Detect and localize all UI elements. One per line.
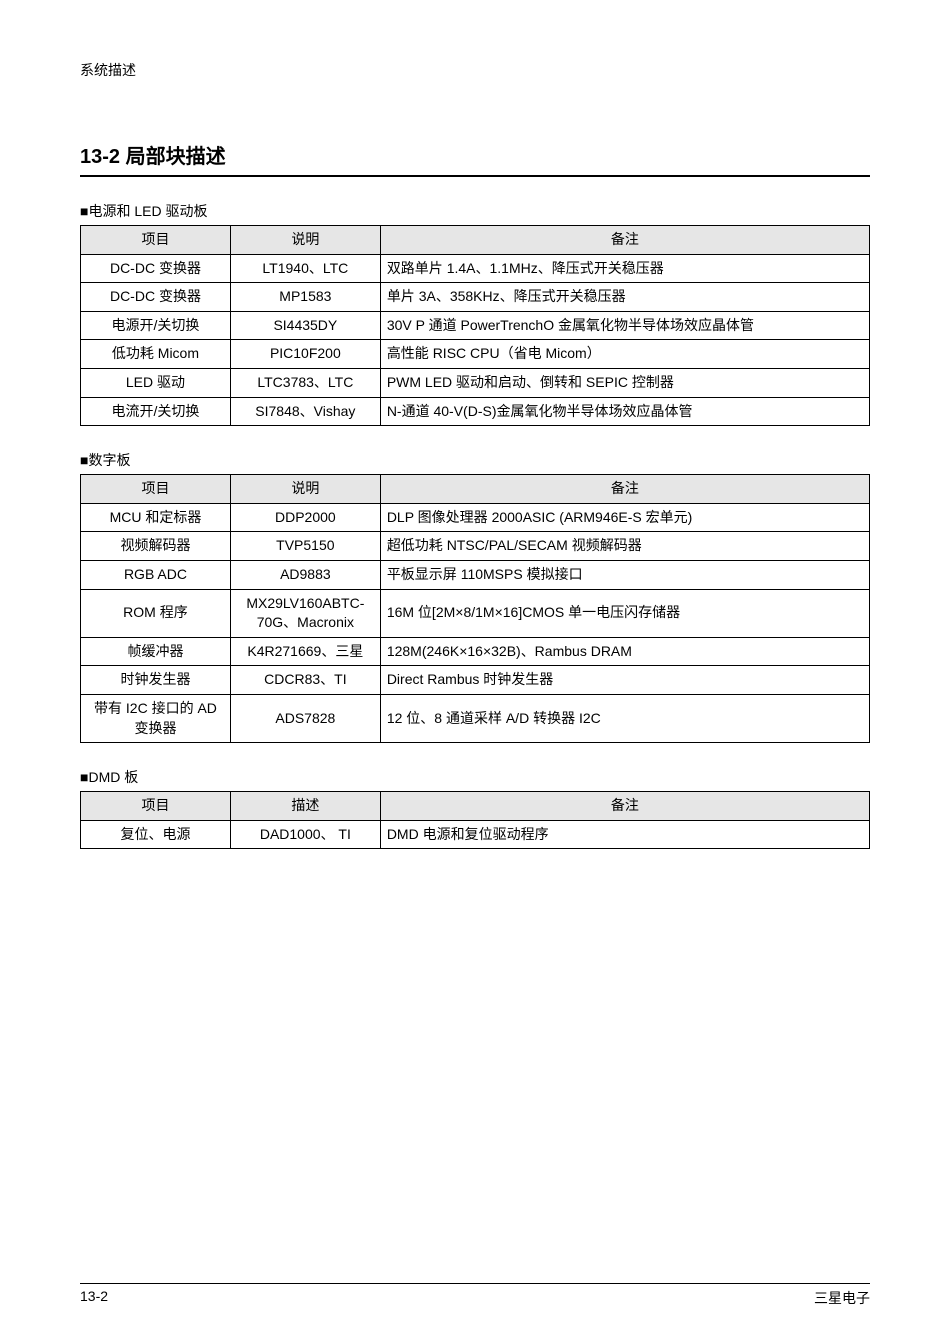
table-row: DC-DC 变换器 LT1940、LTC 双路单片 1.4A、1.1MHz、降压…: [81, 254, 870, 283]
cell-note: DLP 图像处理器 2000ASIC (ARM946E-S 宏单元): [380, 503, 869, 532]
footer-company: 三星电子: [814, 1288, 870, 1308]
th-item: 项目: [81, 475, 231, 504]
th-desc: 描述: [230, 792, 380, 821]
table-row: ROM 程序 MX29LV160ABTC-70G、Macronix 16M 位[…: [81, 589, 870, 637]
cell-note: 16M 位[2M×8/1M×16]CMOS 单一电压闪存储器: [380, 589, 869, 637]
page-footer: 13-2 三星电子: [80, 1283, 870, 1308]
cell-desc: LTC3783、LTC: [230, 368, 380, 397]
cell-item: DC-DC 变换器: [81, 254, 231, 283]
cell-item: 帧缓冲器: [81, 637, 231, 666]
cell-item: RGB ADC: [81, 560, 231, 589]
cell-desc: DDP2000: [230, 503, 380, 532]
cell-note: 30V P 通道 PowerTrenchO 金属氧化物半导体场效应晶体管: [380, 311, 869, 340]
cell-item: 时钟发生器: [81, 666, 231, 695]
table-row: 复位、电源 DAD1000、 TI DMD 电源和复位驱动程序: [81, 820, 870, 849]
table-row: RGB ADC AD9883 平板显示屏 110MSPS 模拟接口: [81, 560, 870, 589]
table2-caption: ■数字板: [80, 450, 870, 470]
table-header-row: 项目 描述 备注: [81, 792, 870, 821]
cell-item: ROM 程序: [81, 589, 231, 637]
cell-item: DC-DC 变换器: [81, 283, 231, 312]
table-power-led: 项目 说明 备注 DC-DC 变换器 LT1940、LTC 双路单片 1.4A、…: [80, 225, 870, 426]
th-note: 备注: [380, 475, 869, 504]
cell-desc: LT1940、LTC: [230, 254, 380, 283]
th-note: 备注: [380, 226, 869, 255]
table-row: 电源开/关切换 SI4435DY 30V P 通道 PowerTrenchO 金…: [81, 311, 870, 340]
cell-desc: MX29LV160ABTC-70G、Macronix: [230, 589, 380, 637]
cell-item: MCU 和定标器: [81, 503, 231, 532]
cell-note: 平板显示屏 110MSPS 模拟接口: [380, 560, 869, 589]
table3-caption: ■DMD 板: [80, 767, 870, 787]
th-note: 备注: [380, 792, 869, 821]
cell-note: Direct Rambus 时钟发生器: [380, 666, 869, 695]
th-desc: 说明: [230, 475, 380, 504]
cell-desc: K4R271669、三星: [230, 637, 380, 666]
cell-note: 超低功耗 NTSC/PAL/SECAM 视频解码器: [380, 532, 869, 561]
cell-note: 双路单片 1.4A、1.1MHz、降压式开关稳压器: [380, 254, 869, 283]
table-row: 电流开/关切换 SI7848、Vishay N-通道 40-V(D-S)金属氧化…: [81, 397, 870, 426]
table-header-row: 项目 说明 备注: [81, 475, 870, 504]
table-row: 视频解码器 TVP5150 超低功耗 NTSC/PAL/SECAM 视频解码器: [81, 532, 870, 561]
cell-desc: PIC10F200: [230, 340, 380, 369]
cell-note: PWM LED 驱动和启动、倒转和 SEPIC 控制器: [380, 368, 869, 397]
cell-desc: MP1583: [230, 283, 380, 312]
th-item: 项目: [81, 792, 231, 821]
cell-note: DMD 电源和复位驱动程序: [380, 820, 869, 849]
table-digital-board: 项目 说明 备注 MCU 和定标器 DDP2000 DLP 图像处理器 2000…: [80, 474, 870, 743]
section-title: 13-2 局部块描述: [80, 140, 870, 177]
table-row: 时钟发生器 CDCR83、TI Direct Rambus 时钟发生器: [81, 666, 870, 695]
cell-desc: SI7848、Vishay: [230, 397, 380, 426]
cell-desc: DAD1000、 TI: [230, 820, 380, 849]
cell-item: 电源开/关切换: [81, 311, 231, 340]
th-item: 项目: [81, 226, 231, 255]
cell-note: 高性能 RISC CPU（省电 Micom）: [380, 340, 869, 369]
cell-desc: TVP5150: [230, 532, 380, 561]
page-header-label: 系统描述: [80, 60, 870, 80]
cell-desc: ADS7828: [230, 694, 380, 742]
cell-item: 带有 I2C 接口的 AD 变换器: [81, 694, 231, 742]
cell-item: 视频解码器: [81, 532, 231, 561]
table-row: 低功耗 Micom PIC10F200 高性能 RISC CPU（省电 Mico…: [81, 340, 870, 369]
table-row: MCU 和定标器 DDP2000 DLP 图像处理器 2000ASIC (ARM…: [81, 503, 870, 532]
table-header-row: 项目 说明 备注: [81, 226, 870, 255]
th-desc: 说明: [230, 226, 380, 255]
cell-note: 12 位、8 通道采样 A/D 转换器 I2C: [380, 694, 869, 742]
table-row: DC-DC 变换器 MP1583 单片 3A、358KHz、降压式开关稳压器: [81, 283, 870, 312]
cell-item: 低功耗 Micom: [81, 340, 231, 369]
cell-item: 电流开/关切换: [81, 397, 231, 426]
cell-desc: SI4435DY: [230, 311, 380, 340]
cell-desc: CDCR83、TI: [230, 666, 380, 695]
table-row: 帧缓冲器 K4R271669、三星 128M(246K×16×32B)、Ramb…: [81, 637, 870, 666]
table-dmd-board: 项目 描述 备注 复位、电源 DAD1000、 TI DMD 电源和复位驱动程序: [80, 791, 870, 849]
cell-note: N-通道 40-V(D-S)金属氧化物半导体场效应晶体管: [380, 397, 869, 426]
cell-note: 单片 3A、358KHz、降压式开关稳压器: [380, 283, 869, 312]
cell-item: 复位、电源: [81, 820, 231, 849]
cell-note: 128M(246K×16×32B)、Rambus DRAM: [380, 637, 869, 666]
table-row: LED 驱动 LTC3783、LTC PWM LED 驱动和启动、倒转和 SEP…: [81, 368, 870, 397]
footer-page-number: 13-2: [80, 1288, 108, 1308]
cell-item: LED 驱动: [81, 368, 231, 397]
table-row: 带有 I2C 接口的 AD 变换器 ADS7828 12 位、8 通道采样 A/…: [81, 694, 870, 742]
table1-caption: ■电源和 LED 驱动板: [80, 201, 870, 221]
cell-desc: AD9883: [230, 560, 380, 589]
